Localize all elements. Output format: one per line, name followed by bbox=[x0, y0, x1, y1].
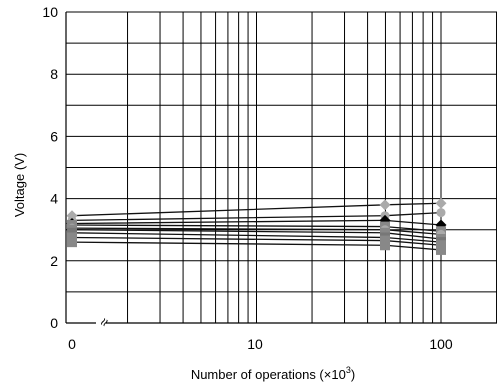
x-axis-break-gap bbox=[96, 319, 106, 327]
x-tick-label: 100 bbox=[429, 336, 453, 352]
series-markers bbox=[66, 197, 447, 255]
y-tick-label: 6 bbox=[50, 128, 58, 144]
axis-break-symbol: ≈ bbox=[95, 314, 113, 329]
y-tick-label: 8 bbox=[50, 66, 58, 82]
x-tick-label: 10 bbox=[247, 336, 263, 352]
data-point-square bbox=[67, 237, 77, 248]
y-tick-label: 10 bbox=[42, 4, 58, 20]
x-axis-title: Number of operations (×103) bbox=[191, 365, 355, 382]
data-point-square bbox=[436, 244, 446, 255]
data-point-square bbox=[380, 240, 391, 251]
x-tick-label: 0 bbox=[68, 336, 76, 352]
data-point-circle bbox=[436, 208, 446, 218]
y-axis-title: Voltage (V) bbox=[12, 153, 27, 217]
y-tick-label: 2 bbox=[50, 253, 58, 269]
grid bbox=[66, 11, 497, 324]
data-point-diamond bbox=[435, 197, 447, 209]
data-point-diamond bbox=[379, 199, 391, 211]
axes bbox=[65, 11, 497, 327]
y-tick-label: 4 bbox=[50, 191, 58, 207]
y-tick-label: 0 bbox=[50, 315, 58, 331]
